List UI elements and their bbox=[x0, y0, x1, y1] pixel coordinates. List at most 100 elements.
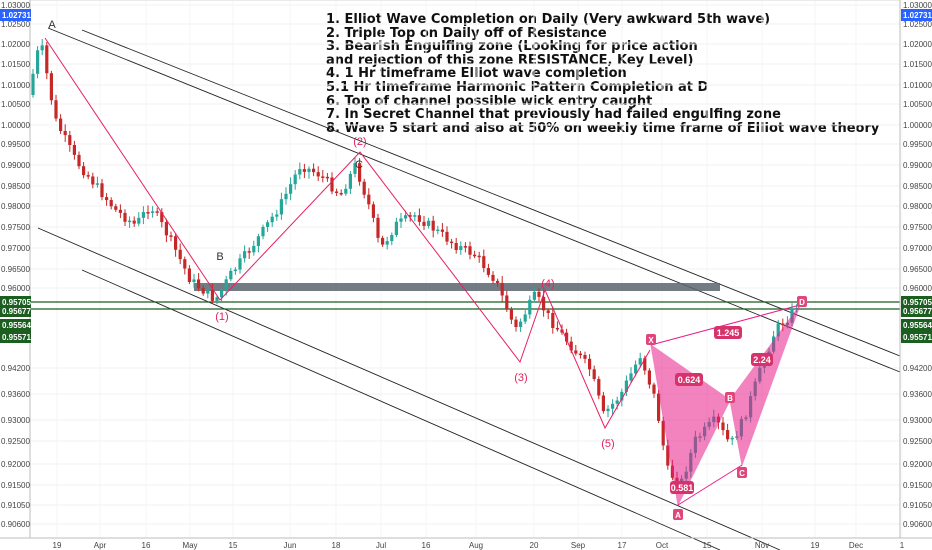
candle-body bbox=[578, 353, 582, 356]
x-tick: Apr bbox=[94, 541, 107, 550]
x-tick: 18 bbox=[332, 541, 341, 550]
price-tag-left-text: 1.02731 bbox=[2, 11, 31, 20]
candle-body bbox=[31, 73, 35, 95]
price-tag-left-text: 0.95571 bbox=[2, 333, 31, 342]
candle-body bbox=[224, 279, 228, 290]
harmonic-point-badge bbox=[673, 509, 683, 520]
y-tick-left: 0.99000 bbox=[1, 161, 30, 170]
candle-body bbox=[427, 220, 431, 226]
price-tag-left bbox=[0, 319, 31, 331]
candle-body bbox=[588, 358, 592, 370]
candle-body bbox=[275, 214, 279, 217]
harmonic-point-badge bbox=[725, 392, 735, 403]
channel-line bbox=[47, 27, 901, 373]
y-tick-right: 1.02500 bbox=[903, 20, 932, 29]
candle-body bbox=[325, 176, 329, 179]
candle-body bbox=[454, 243, 458, 251]
wave-label: (3) bbox=[514, 372, 527, 384]
y-tick-left: 0.93000 bbox=[1, 416, 30, 425]
y-tick-left: 1.03000 bbox=[1, 1, 30, 10]
harmonic-point-label: A bbox=[675, 511, 681, 520]
price-tag-left-text: 0.95564 bbox=[2, 321, 31, 330]
y-tick-right: 0.90600 bbox=[903, 520, 932, 529]
candle-body bbox=[36, 50, 40, 74]
candle-body bbox=[220, 289, 224, 298]
candle-body bbox=[141, 212, 145, 218]
candle-body bbox=[233, 269, 237, 272]
y-tick-right: 0.93000 bbox=[903, 416, 932, 425]
candle-body bbox=[647, 370, 651, 385]
price-tag-left bbox=[0, 9, 31, 21]
candle-body bbox=[615, 400, 619, 404]
candle-body bbox=[100, 183, 104, 198]
candle-body bbox=[491, 274, 495, 281]
x-tick: 1 bbox=[900, 541, 905, 550]
candle-body bbox=[486, 268, 490, 275]
wave-labels: A B C (1) (2) (3) (4) (5) bbox=[48, 19, 614, 450]
y-tick-left: 1.01000 bbox=[1, 81, 30, 90]
wave-label: (2) bbox=[353, 136, 366, 148]
candle-body bbox=[629, 373, 633, 381]
harmonic-ratio-badge bbox=[751, 353, 773, 366]
candle-body bbox=[413, 215, 417, 217]
x-tick: Nov bbox=[755, 541, 769, 550]
candle-body bbox=[132, 220, 136, 224]
candle-body bbox=[509, 309, 513, 320]
candle-body bbox=[500, 282, 504, 296]
candle-body bbox=[560, 329, 564, 333]
candle-body bbox=[367, 194, 371, 205]
candle-body bbox=[77, 154, 81, 167]
candle-body bbox=[114, 206, 118, 210]
x-tick: 16 bbox=[142, 541, 151, 550]
candle-body bbox=[555, 327, 559, 330]
candle-body bbox=[105, 197, 109, 201]
harmonic-ac-line bbox=[677, 464, 743, 506]
y-tick-left: 1.02000 bbox=[1, 40, 30, 49]
candle-body bbox=[316, 172, 320, 177]
candle-body bbox=[137, 217, 141, 224]
candle-body bbox=[160, 212, 164, 223]
candle-body bbox=[726, 430, 730, 440]
harmonic-ratio-label: 1.245 bbox=[717, 328, 740, 338]
harmonic-ratio-badge bbox=[675, 373, 703, 386]
candle-body bbox=[238, 258, 242, 270]
channel-line bbox=[37, 227, 781, 550]
harmonic-triangle-bcd bbox=[729, 304, 801, 467]
price-tag-right-text: 0.95705 bbox=[903, 298, 932, 307]
candle-body bbox=[252, 245, 256, 253]
harmonic-pattern: X A B C D 0.624 0.581 1.245 2.24 bbox=[646, 296, 807, 520]
y-tick-right: 0.98500 bbox=[903, 182, 932, 191]
x-tick: 19 bbox=[811, 541, 820, 550]
candle-body bbox=[532, 291, 536, 300]
candle-body bbox=[307, 168, 311, 172]
candle-body bbox=[381, 237, 385, 245]
y-tick-left: 0.94200 bbox=[1, 364, 30, 373]
price-tag-right bbox=[901, 305, 932, 317]
candle-body bbox=[321, 176, 325, 178]
candle-body bbox=[348, 173, 352, 189]
candle-body bbox=[59, 118, 63, 132]
candle-body bbox=[422, 221, 426, 226]
candle-body bbox=[330, 177, 334, 192]
candle-body bbox=[284, 193, 288, 200]
candle-body bbox=[353, 163, 357, 174]
note-2: 2. Triple Top on Daily off of Resistance bbox=[326, 25, 607, 41]
candle-body bbox=[298, 169, 302, 175]
y-tick-left: 0.98500 bbox=[1, 182, 30, 191]
candle-body bbox=[201, 288, 205, 294]
price-tag-right bbox=[901, 331, 932, 343]
candle-body bbox=[597, 379, 601, 396]
y-tick-left: 0.92000 bbox=[1, 460, 30, 469]
price-tag-right-text: 0.95677 bbox=[903, 307, 932, 316]
x-tick: 19 bbox=[53, 541, 62, 550]
wave-label: B bbox=[216, 251, 223, 263]
candle-body bbox=[463, 246, 467, 248]
y-tick-right: 1.01000 bbox=[903, 81, 932, 90]
candle-body bbox=[638, 358, 642, 365]
harmonic-xd-line bbox=[650, 304, 801, 346]
candle-body bbox=[45, 45, 49, 74]
candle-body bbox=[243, 251, 247, 259]
x-tick: Jun bbox=[284, 541, 297, 550]
x-tick: Jul bbox=[376, 541, 386, 550]
